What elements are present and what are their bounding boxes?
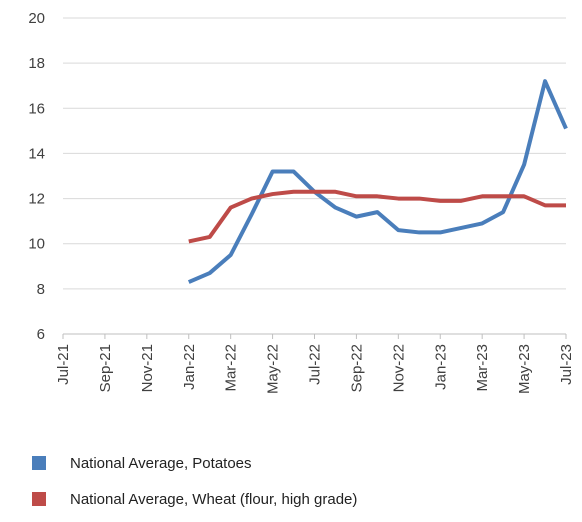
x-tick-label: Nov-21 — [139, 344, 156, 392]
y-tick-label: 12 — [28, 191, 45, 208]
y-tick-label: 14 — [28, 145, 45, 162]
y-tick-label: 18 — [28, 55, 45, 72]
x-tick-label: Jan-22 — [181, 344, 198, 390]
legend-item-wheat: National Average, Wheat (flour, high gra… — [32, 486, 357, 512]
y-tick-label: 10 — [28, 236, 45, 253]
series-line-1 — [188, 189, 566, 244]
x-tick-label: Jul-21 — [55, 344, 72, 385]
chart-plot-area: 6 8 10 12 14 16 18 20 Jul-21 Sep-21 Nov-21 Jan-22 Ma… — [28, 10, 575, 394]
x-tick-label: Mar-23 — [474, 344, 491, 392]
x-tick-label: Jul-22 — [307, 344, 324, 385]
series-line-0 — [187, 79, 568, 284]
legend-item-potatoes: National Average, Potatoes — [32, 450, 357, 476]
y-tick-label: 20 — [28, 10, 45, 27]
legend-swatch-wheat — [32, 492, 46, 506]
line-chart: 6 8 10 12 14 16 18 20 Jul-21 Sep-21 Nov-21 Jan-22 Ma… — [28, 10, 575, 508]
x-tick-label: Sep-21 — [97, 344, 114, 392]
x-tick-label: May-22 — [265, 344, 282, 394]
x-tick-label: May-23 — [516, 344, 533, 394]
x-tick-label: Mar-22 — [223, 344, 240, 392]
y-tick-label: 16 — [28, 100, 45, 117]
legend-label-potatoes: National Average, Potatoes — [70, 454, 252, 472]
y-tick-label: 6 — [37, 326, 45, 343]
legend-label-wheat: National Average, Wheat (flour, high gra… — [70, 490, 358, 508]
x-tick-label: Jan-23 — [432, 344, 449, 390]
x-tick-label: Nov-22 — [390, 344, 407, 392]
y-tick-label: 8 — [37, 281, 45, 298]
x-tick-label: Sep-22 — [348, 344, 365, 392]
x-tick-label: Jul-23 — [558, 344, 575, 385]
legend-swatch-potatoes — [32, 456, 46, 470]
chart-legend: National Average, Potatoes National Aver… — [32, 450, 357, 522]
